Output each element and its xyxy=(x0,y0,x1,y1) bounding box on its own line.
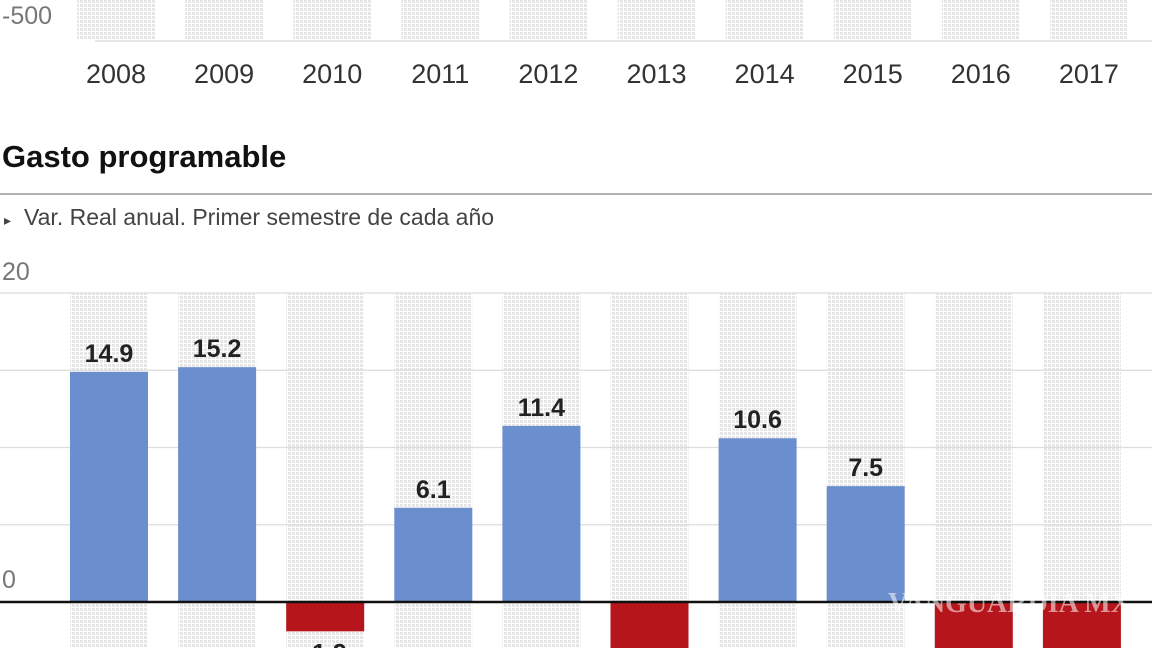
x-tick-label: 2014 xyxy=(735,59,795,89)
bar-2016 xyxy=(934,602,1013,648)
x-tick-label: 2009 xyxy=(194,59,254,89)
top-column-bg xyxy=(1049,0,1128,40)
data-label-2011: 6.1 xyxy=(416,476,451,504)
top-column-bg xyxy=(77,0,155,40)
bar-2012 xyxy=(502,425,581,602)
bar-2009 xyxy=(178,367,257,602)
bar-2015 xyxy=(826,486,905,602)
top-column-bg xyxy=(941,0,1020,40)
top-column-bg xyxy=(833,0,912,40)
previous-chart-remnant: 2008 2009 2010 2011 2012 2013 2014 2015 2016 2017 xyxy=(77,0,1152,89)
column-background xyxy=(934,293,1013,648)
chart-title: Gasto programable xyxy=(2,139,286,174)
data-label-2014: 10.6 xyxy=(733,406,782,434)
bar-2013 xyxy=(610,602,689,648)
bar-2010 xyxy=(286,602,365,632)
bar-2014 xyxy=(718,438,797,602)
column-background xyxy=(1042,293,1121,648)
top-column-bg xyxy=(185,0,264,40)
data-label-2012: 11.4 xyxy=(518,394,565,422)
data-label-2015: 7.5 xyxy=(848,454,883,482)
data-label-2008: 14.9 xyxy=(85,340,134,368)
ytick-label-20: 20 xyxy=(2,258,30,286)
top-column-bg xyxy=(401,0,480,40)
x-tick-label: 2012 xyxy=(518,59,578,89)
data-label-2010: -1.9 xyxy=(304,639,347,648)
watermark-logo: VANGUARDIA MX xyxy=(888,588,1131,619)
column-background xyxy=(610,293,689,648)
x-tick-label: 2008 xyxy=(86,59,146,89)
bar-2011 xyxy=(394,507,473,602)
top-column-bg xyxy=(725,0,804,40)
bar-2017 xyxy=(1042,602,1121,648)
column-background xyxy=(286,293,365,648)
chart-subtitle: Var. Real anual. Primer semestre de cada… xyxy=(24,204,494,230)
top-column-bg xyxy=(509,0,588,40)
x-tick-label: 2016 xyxy=(951,59,1011,89)
x-tick-label: 2013 xyxy=(626,59,686,89)
x-tick-label: 2011 xyxy=(411,59,469,89)
top-column-bg xyxy=(293,0,372,40)
ytick-label-0: 0 xyxy=(2,566,16,594)
x-tick-label: 2010 xyxy=(302,59,362,89)
top-ytick-label: -500 xyxy=(2,2,52,30)
top-column-bg xyxy=(617,0,696,40)
x-tick-label: 2017 xyxy=(1059,59,1119,89)
subtitle-marker: ▸ xyxy=(4,212,11,228)
data-label-2009: 15.2 xyxy=(193,335,242,363)
x-tick-label: 2015 xyxy=(843,59,903,89)
bar-2008 xyxy=(70,371,148,602)
